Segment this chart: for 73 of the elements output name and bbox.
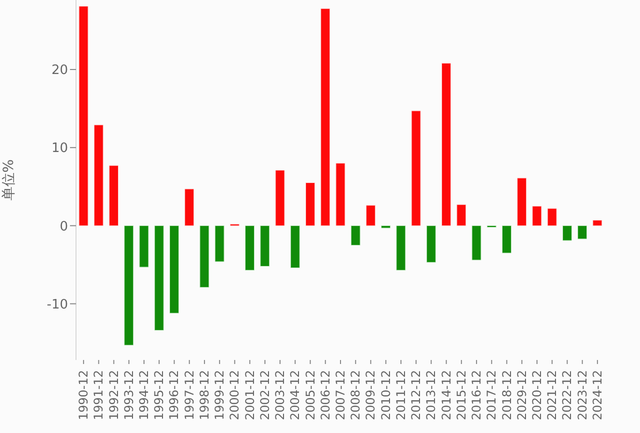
x-tick-label: 2014-12 — [439, 370, 454, 420]
x-tick-label: 2001-12 — [242, 370, 257, 420]
bar — [532, 206, 542, 226]
bar — [472, 225, 482, 260]
x-tick-label: 2007-12 — [334, 370, 348, 420]
x-tick-label: 2002-12 — [258, 370, 272, 420]
x-tick-label: 2023-12 — [575, 370, 590, 420]
bar — [245, 225, 255, 270]
bar — [336, 162, 346, 226]
x-tick-label: 2017-12 — [484, 370, 499, 420]
x-tick-label: 2000-12 — [228, 370, 242, 420]
x-tick-label: 2020-12 — [530, 370, 544, 420]
bar — [562, 225, 572, 241]
y-tick-label: 0 — [60, 219, 68, 234]
bar — [109, 165, 118, 226]
x-tick-label: 2012-12 — [409, 370, 424, 420]
x-tick-label: 2021-12 — [545, 370, 560, 420]
bar — [547, 208, 557, 226]
x-tick-label: 1992-12 — [106, 370, 121, 420]
x-tick-label: 1993-12 — [122, 370, 136, 420]
x-tick-label: 1996-12 — [167, 370, 182, 420]
x-tick-label: 2016-12 — [470, 370, 484, 420]
bar — [200, 225, 210, 288]
bar — [169, 225, 179, 314]
bar — [502, 225, 512, 254]
bar — [350, 225, 360, 246]
bar — [592, 220, 602, 226]
x-tick-label: 1998-12 — [197, 370, 212, 420]
bar — [184, 188, 194, 226]
y-tick-label: -10 — [46, 297, 68, 312]
x-tick-label: 2005-12 — [303, 370, 318, 420]
x-tick-label: 2013-12 — [424, 370, 438, 420]
bar — [94, 124, 104, 226]
bar — [578, 225, 588, 240]
bar — [442, 63, 452, 226]
bar — [124, 225, 134, 346]
x-tick-label: 2024-12 — [590, 370, 604, 420]
bar — [78, 6, 88, 226]
bar — [426, 225, 436, 263]
bar — [411, 110, 421, 226]
x-tick-label: 2004-12 — [288, 370, 302, 420]
x-tick-label: 2008-12 — [348, 370, 363, 420]
bar — [214, 225, 224, 262]
bar — [305, 182, 315, 226]
x-tick-label: 2010-12 — [378, 370, 393, 420]
x-tick-label: 1990-12 — [76, 370, 91, 420]
x-tick-label: 2018-12 — [500, 370, 514, 420]
bar — [139, 225, 149, 268]
bar — [366, 205, 376, 226]
x-tick-label: 2022-12 — [560, 370, 574, 420]
x-tick-label: 2009-12 — [364, 370, 378, 420]
bar — [260, 225, 270, 267]
x-tick-label: 1991-12 — [92, 370, 106, 420]
bar — [290, 225, 300, 268]
x-tick-label: 2015-12 — [454, 370, 468, 420]
bar — [275, 170, 285, 226]
x-tick-label: 2011-12 — [394, 370, 408, 420]
x-tick-label: 1997-12 — [182, 370, 196, 420]
x-tick-label: 2029-12 — [514, 370, 529, 420]
y-axis-title: 单位% — [0, 159, 17, 201]
y-tick-label: 10 — [51, 141, 68, 156]
x-tick-label: 1995-12 — [152, 370, 166, 420]
y-tick-label: 20 — [51, 63, 68, 78]
bar — [320, 8, 330, 226]
bar — [396, 225, 406, 270]
x-tick-label: 1994-12 — [137, 370, 152, 420]
bar — [381, 225, 391, 228]
bar — [517, 178, 527, 226]
x-tick-label: 2006-12 — [318, 370, 332, 420]
bar — [456, 204, 466, 226]
x-tick-label: 1999-12 — [212, 370, 227, 420]
bar — [154, 225, 164, 331]
x-tick-label: 2003-12 — [273, 370, 288, 420]
